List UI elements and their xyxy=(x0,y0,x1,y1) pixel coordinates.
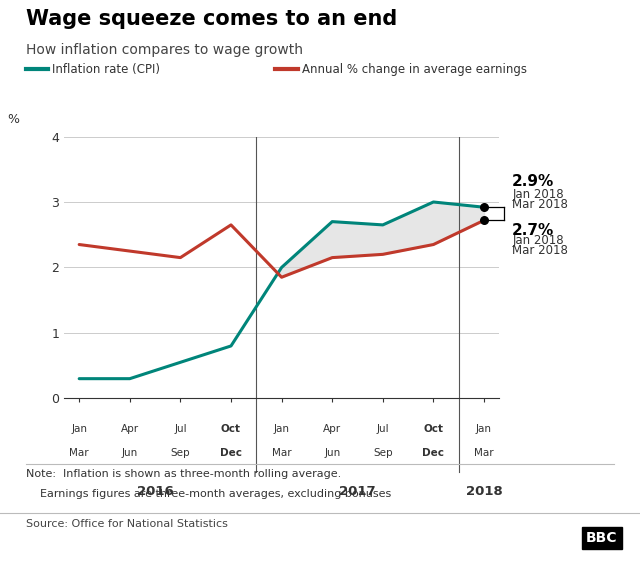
Text: Jan 2018: Jan 2018 xyxy=(512,188,564,201)
Text: Oct: Oct xyxy=(424,424,444,435)
Text: 2017: 2017 xyxy=(339,485,376,498)
Point xyxy=(479,216,489,225)
Text: Oct: Oct xyxy=(221,424,241,435)
Text: Earnings figures are three-month averages, excluding bonuses: Earnings figures are three-month average… xyxy=(26,489,391,500)
Text: Jan: Jan xyxy=(274,424,290,435)
Text: 2.9%: 2.9% xyxy=(512,174,554,189)
Text: Mar: Mar xyxy=(69,448,89,458)
Text: Dec: Dec xyxy=(422,448,444,458)
Text: Apr: Apr xyxy=(323,424,341,435)
Text: Note:  Inflation is shown as three-month rolling average.: Note: Inflation is shown as three-month … xyxy=(26,469,341,480)
Text: Jan: Jan xyxy=(476,424,492,435)
Text: Mar 2018: Mar 2018 xyxy=(512,244,568,257)
Text: Source: Office for National Statistics: Source: Office for National Statistics xyxy=(26,519,227,530)
Text: Dec: Dec xyxy=(220,448,242,458)
Text: 2016: 2016 xyxy=(137,485,173,498)
Text: Jul: Jul xyxy=(174,424,187,435)
Text: BBC: BBC xyxy=(586,531,618,545)
Text: Wage squeeze comes to an end: Wage squeeze comes to an end xyxy=(26,9,397,28)
Text: Mar: Mar xyxy=(474,448,494,458)
Text: Jul: Jul xyxy=(376,424,389,435)
Text: Jun: Jun xyxy=(324,448,340,458)
Text: How inflation compares to wage growth: How inflation compares to wage growth xyxy=(26,43,303,57)
Point xyxy=(479,203,489,212)
Text: 2.7%: 2.7% xyxy=(512,223,554,238)
Text: Inflation rate (CPI): Inflation rate (CPI) xyxy=(52,63,161,76)
Text: Jan 2018: Jan 2018 xyxy=(512,234,564,248)
Text: %: % xyxy=(8,113,19,126)
Text: Annual % change in average earnings: Annual % change in average earnings xyxy=(302,63,527,76)
Text: Apr: Apr xyxy=(121,424,139,435)
Text: Sep: Sep xyxy=(171,448,190,458)
Text: Jan: Jan xyxy=(71,424,87,435)
Text: Sep: Sep xyxy=(373,448,392,458)
Text: 2018: 2018 xyxy=(466,485,502,498)
Text: Jun: Jun xyxy=(122,448,138,458)
Text: Mar 2018: Mar 2018 xyxy=(512,198,568,211)
Text: Mar: Mar xyxy=(272,448,291,458)
